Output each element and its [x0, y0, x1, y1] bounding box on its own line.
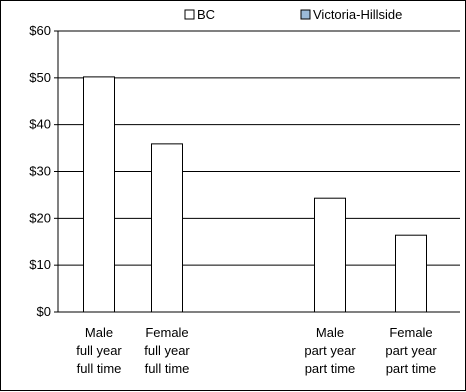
- x-tick-label: full time: [145, 361, 190, 376]
- x-tick-label: part time: [386, 361, 437, 376]
- bar-bc: [314, 197, 346, 313]
- y-tick-label: $10: [29, 257, 51, 272]
- bar-bc: [83, 76, 115, 313]
- y-tick-label: $30: [29, 164, 51, 179]
- legend-label: BC: [197, 7, 215, 22]
- y-tick-label: $50: [29, 70, 51, 85]
- legend-label: Victoria-Hillside: [313, 7, 402, 22]
- y-tick-label: $20: [29, 210, 51, 225]
- x-tick-label: Female: [145, 325, 188, 340]
- x-tick-label: Male: [85, 325, 113, 340]
- x-tick-label: full year: [144, 343, 190, 358]
- x-tick-label: part year: [385, 343, 437, 358]
- x-tick-label: full year: [76, 343, 122, 358]
- y-tick-label: $0: [37, 304, 51, 319]
- y-tick-label: $60: [29, 23, 51, 38]
- bar-bc: [151, 143, 183, 313]
- x-tick-label: full time: [77, 361, 122, 376]
- bar-bc: [395, 234, 427, 313]
- x-tick-label: part year: [304, 343, 356, 358]
- x-tick-label: part time: [305, 361, 356, 376]
- legend-swatch: [300, 9, 311, 20]
- legend-swatch: [184, 9, 195, 20]
- y-tick-label: $40: [29, 117, 51, 132]
- x-tick-label: Female: [389, 325, 432, 340]
- x-tick-label: Male: [316, 325, 344, 340]
